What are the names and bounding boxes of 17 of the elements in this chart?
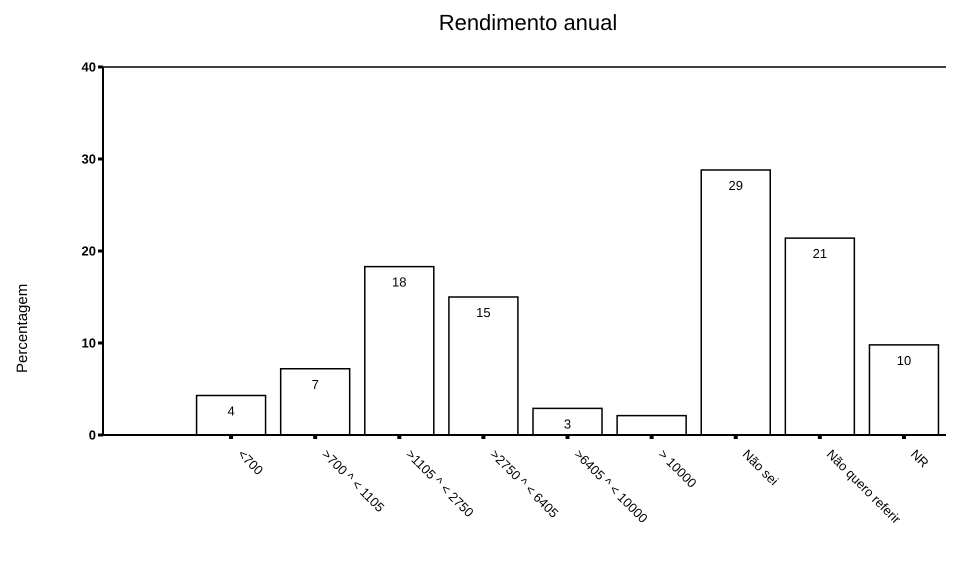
- chart-title: Rendimento anual: [438, 9, 618, 37]
- data-label: 3: [564, 416, 572, 432]
- data-label: 29: [728, 178, 743, 194]
- y-axis-title: Percentagem: [14, 284, 31, 373]
- data-label: 18: [392, 274, 407, 290]
- x-tick-label: NR: [908, 446, 932, 470]
- x-tick-label: Não sei: [740, 446, 782, 488]
- y-tick-label: 0: [88, 428, 96, 443]
- y-tick-label: 40: [82, 60, 96, 75]
- data-label: 4: [227, 403, 235, 418]
- data-label: 10: [896, 352, 912, 368]
- y-tick-label: 30: [82, 152, 96, 167]
- data-label: 15: [476, 305, 491, 320]
- y-tick-label: 10: [82, 336, 96, 351]
- data-label: 21: [812, 246, 828, 262]
- data-label: 7: [312, 376, 319, 392]
- y-tick-label: 20: [82, 244, 96, 259]
